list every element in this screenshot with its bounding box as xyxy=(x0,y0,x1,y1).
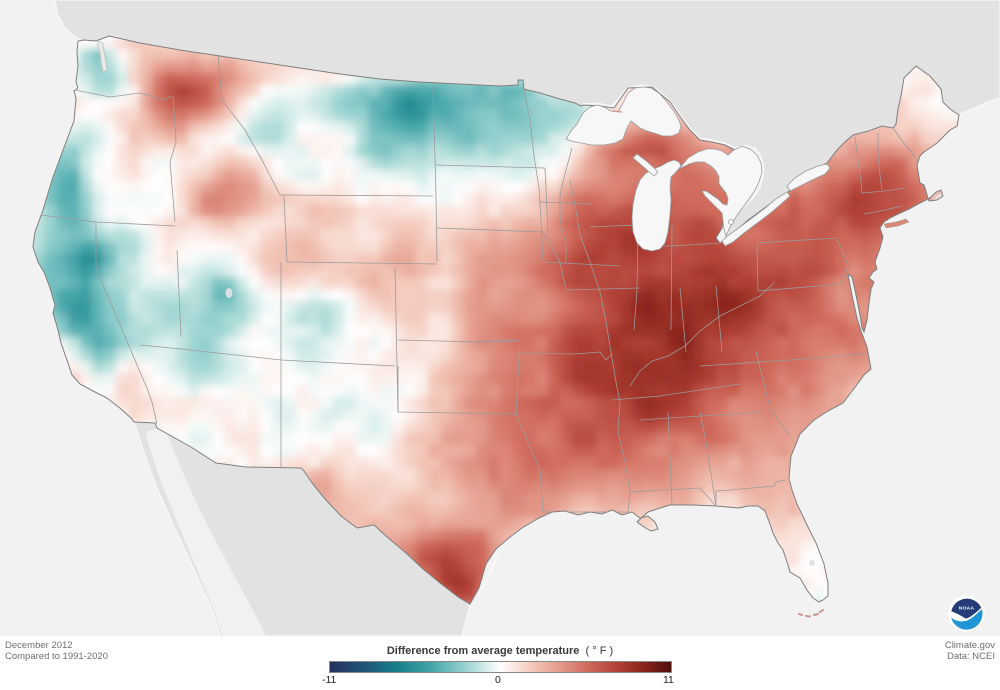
svg-text:NOAA: NOAA xyxy=(959,605,975,611)
